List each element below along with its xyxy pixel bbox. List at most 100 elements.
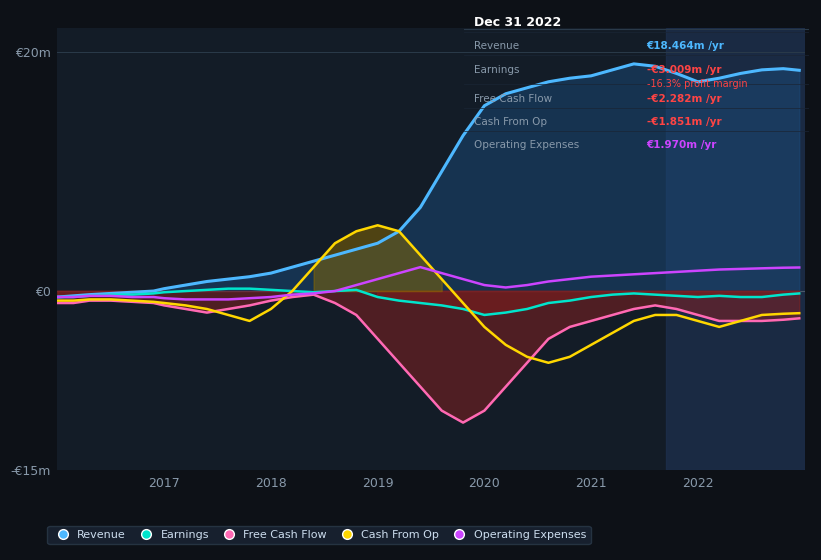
Revenue	[672, 70, 681, 77]
Free Cash Flow	[415, 384, 425, 390]
Free Cash Flow	[608, 311, 617, 318]
Free Cash Flow	[458, 419, 468, 426]
Text: Free Cash Flow: Free Cash Flow	[475, 94, 553, 104]
Cash From Op	[351, 228, 361, 235]
Cash From Op	[394, 228, 404, 235]
Operating Expenses	[287, 291, 297, 298]
Cash From Op	[223, 311, 233, 318]
Operating Expenses	[586, 273, 596, 280]
Operating Expenses	[106, 292, 116, 299]
Earnings	[159, 289, 169, 296]
Operating Expenses	[693, 267, 703, 274]
Operating Expenses	[149, 293, 158, 300]
Line: Revenue: Revenue	[57, 64, 799, 297]
Earnings	[330, 288, 340, 295]
Cash From Op	[501, 342, 511, 348]
Cash From Op	[309, 264, 319, 270]
Earnings	[287, 288, 297, 295]
Revenue	[522, 85, 532, 91]
Text: Operating Expenses: Operating Expenses	[475, 141, 580, 151]
Revenue	[565, 75, 575, 82]
Operating Expenses	[85, 292, 94, 299]
Cash From Op	[266, 306, 276, 312]
Free Cash Flow	[757, 318, 767, 324]
Free Cash Flow	[522, 360, 532, 366]
Free Cash Flow	[394, 360, 404, 366]
Cash From Op	[287, 288, 297, 295]
Legend: Revenue, Earnings, Free Cash Flow, Cash From Op, Operating Expenses: Revenue, Earnings, Free Cash Flow, Cash …	[48, 526, 590, 544]
Free Cash Flow	[714, 318, 724, 324]
Operating Expenses	[565, 276, 575, 282]
Cash From Op	[415, 252, 425, 259]
Free Cash Flow	[68, 300, 78, 306]
Revenue	[351, 246, 361, 253]
Revenue	[127, 289, 137, 296]
Revenue	[693, 78, 703, 85]
Operating Expenses	[159, 295, 169, 302]
Earnings	[415, 300, 425, 306]
Operating Expenses	[181, 296, 190, 303]
Revenue	[586, 72, 596, 79]
Free Cash Flow	[223, 306, 233, 312]
Free Cash Flow	[586, 318, 596, 324]
Earnings	[693, 293, 703, 300]
Cash From Op	[650, 311, 660, 318]
Text: €18.464m /yr: €18.464m /yr	[647, 41, 724, 52]
Earnings	[586, 293, 596, 300]
Operating Expenses	[794, 264, 804, 271]
Earnings	[53, 293, 62, 300]
Free Cash Flow	[736, 318, 745, 324]
Free Cash Flow	[650, 302, 660, 309]
Revenue	[287, 264, 297, 270]
Operating Expenses	[394, 270, 404, 277]
Bar	[666, 28, 805, 470]
Operating Expenses	[245, 295, 255, 302]
Revenue	[68, 292, 78, 299]
Free Cash Flow	[202, 309, 212, 316]
Revenue	[714, 75, 724, 82]
Revenue	[650, 63, 660, 69]
Revenue	[757, 67, 767, 73]
Revenue	[458, 132, 468, 139]
Revenue	[245, 273, 255, 280]
Cash From Op	[522, 353, 532, 360]
Revenue	[794, 67, 804, 73]
Revenue	[181, 282, 190, 288]
Text: -16.3% profit margin: -16.3% profit margin	[647, 79, 747, 89]
Earnings	[650, 291, 660, 298]
Cash From Op	[245, 318, 255, 324]
Cash From Op	[736, 318, 745, 324]
Cash From Op	[373, 222, 383, 228]
Free Cash Flow	[373, 335, 383, 342]
Earnings	[85, 292, 94, 299]
Earnings	[714, 292, 724, 299]
Earnings	[437, 302, 447, 309]
Free Cash Flow	[501, 384, 511, 390]
Earnings	[68, 293, 78, 300]
Operating Expenses	[373, 276, 383, 282]
Text: Dec 31 2022: Dec 31 2022	[475, 16, 562, 29]
Cash From Op	[458, 300, 468, 306]
Revenue	[479, 102, 489, 109]
Operating Expenses	[501, 284, 511, 291]
Text: Earnings: Earnings	[475, 64, 520, 74]
Revenue	[330, 252, 340, 259]
Operating Expenses	[714, 266, 724, 273]
Earnings	[149, 290, 158, 297]
Cash From Op	[181, 302, 190, 309]
Free Cash Flow	[565, 324, 575, 330]
Free Cash Flow	[159, 302, 169, 309]
Revenue	[501, 90, 511, 97]
Revenue	[223, 276, 233, 282]
Operating Expenses	[223, 296, 233, 303]
Operating Expenses	[608, 272, 617, 279]
Revenue	[394, 228, 404, 235]
Cash From Op	[159, 300, 169, 306]
Free Cash Flow	[53, 300, 62, 306]
Cash From Op	[330, 240, 340, 246]
Revenue	[544, 78, 553, 85]
Free Cash Flow	[85, 297, 94, 304]
Cash From Op	[202, 306, 212, 312]
Revenue	[53, 293, 62, 300]
Cash From Op	[149, 298, 158, 305]
